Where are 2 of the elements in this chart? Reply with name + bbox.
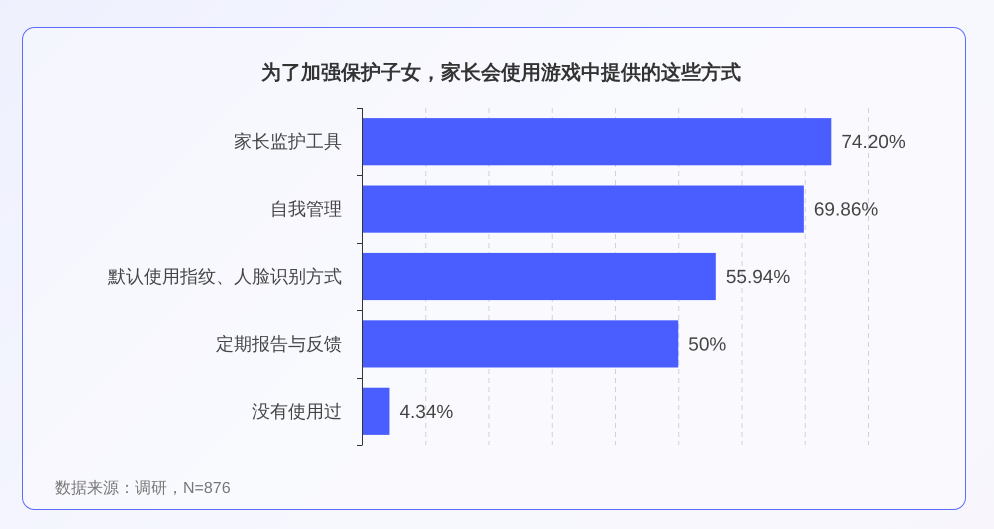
annotation: 数据来源：调研，N=876 [55,480,231,497]
title: 为了加强保护子女，家长会使用游戏中提供的这些方式 [261,62,741,84]
